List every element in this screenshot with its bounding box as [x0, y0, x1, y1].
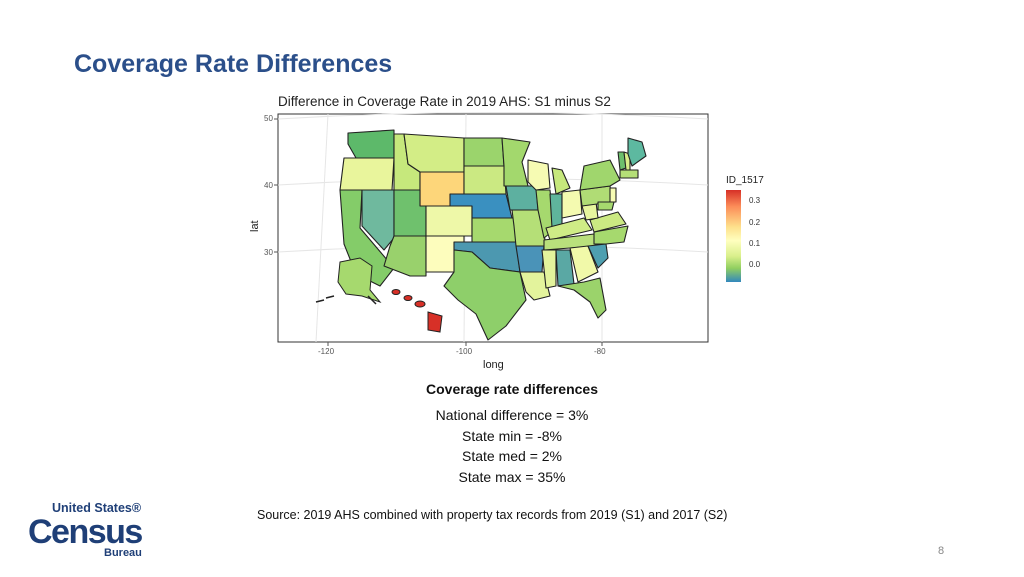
state-kentucky	[545, 217, 593, 241]
choropleth-map-figure: Difference in Coverage Rate in 2019 AHS:…	[244, 86, 784, 381]
x-axis: -120 -100 -80	[318, 342, 606, 356]
state-michigan	[551, 167, 571, 195]
stat-min: State min = -8%	[462, 427, 562, 444]
legend-tick: 0.3	[749, 196, 761, 205]
state-wisconsin	[527, 159, 551, 191]
source-note: Source: 2019 AHS combined with property …	[257, 508, 728, 522]
stat-national: National difference = 3%	[435, 407, 589, 423]
state-maine	[627, 137, 647, 167]
state-montana	[403, 133, 465, 173]
x-tick-label: -100	[456, 347, 473, 356]
state-texas	[443, 249, 527, 341]
state-virginia	[589, 211, 627, 233]
state-washington	[347, 129, 395, 159]
stat-med: State med = 2%	[461, 448, 562, 464]
alaska-islands	[315, 295, 377, 305]
state-maryland	[597, 201, 615, 211]
logo-line-2: Census	[28, 513, 142, 551]
state-south-carolina	[587, 243, 609, 269]
state-hawaii	[391, 289, 443, 333]
x-axis-label: long	[483, 359, 504, 371]
state-alaska	[337, 257, 382, 304]
state-south-dakota	[463, 165, 507, 195]
slide-title: Coverage Rate Differences	[74, 50, 393, 78]
state-massachusetts	[619, 169, 639, 179]
stat-max: State max = 35%	[458, 468, 566, 485]
page-number: 8	[938, 545, 945, 557]
state-north-carolina	[593, 225, 629, 245]
state-kansas	[471, 217, 517, 243]
state-oregon	[339, 157, 395, 191]
census-bureau-logo: United States® Census Bureau	[20, 482, 158, 572]
state-new-york	[579, 159, 621, 191]
logo-line-3: Bureau	[104, 547, 142, 559]
y-axis-label: lat	[249, 220, 261, 232]
legend-tick: 0.0	[749, 260, 761, 269]
state-georgia	[569, 245, 599, 283]
state-louisiana	[519, 271, 551, 301]
state-new-jersey	[609, 187, 617, 203]
state-arkansas	[515, 245, 545, 273]
legend-colorbar	[726, 190, 741, 282]
y-axis: 50 40 30	[264, 114, 278, 257]
legend: ID_1517 0.3 0.2 0.1 0.0	[726, 175, 764, 282]
y-tick-label: 50	[264, 114, 273, 123]
y-tick-label: 30	[264, 248, 273, 257]
state-colorado	[425, 205, 473, 237]
logo-line-1: United States®	[52, 501, 142, 515]
legend-tick: 0.2	[749, 218, 761, 227]
state-ohio	[561, 189, 583, 219]
stats-title: Coverage rate differences	[426, 381, 598, 397]
legend-title: ID_1517	[726, 175, 764, 186]
state-indiana	[549, 193, 563, 229]
x-tick-label: -120	[318, 347, 335, 356]
state-north-dakota	[463, 137, 505, 167]
legend-tick: 0.1	[749, 239, 761, 248]
coverage-stats: Coverage rate differences National diffe…	[312, 381, 712, 487]
state-florida	[557, 277, 607, 319]
state-nevada	[361, 189, 395, 251]
x-tick-label: -80	[594, 347, 606, 356]
map-title: Difference in Coverage Rate in 2019 AHS:…	[278, 94, 611, 109]
state-iowa	[505, 185, 539, 211]
y-tick-label: 40	[264, 181, 273, 190]
state-mississippi	[541, 249, 557, 289]
